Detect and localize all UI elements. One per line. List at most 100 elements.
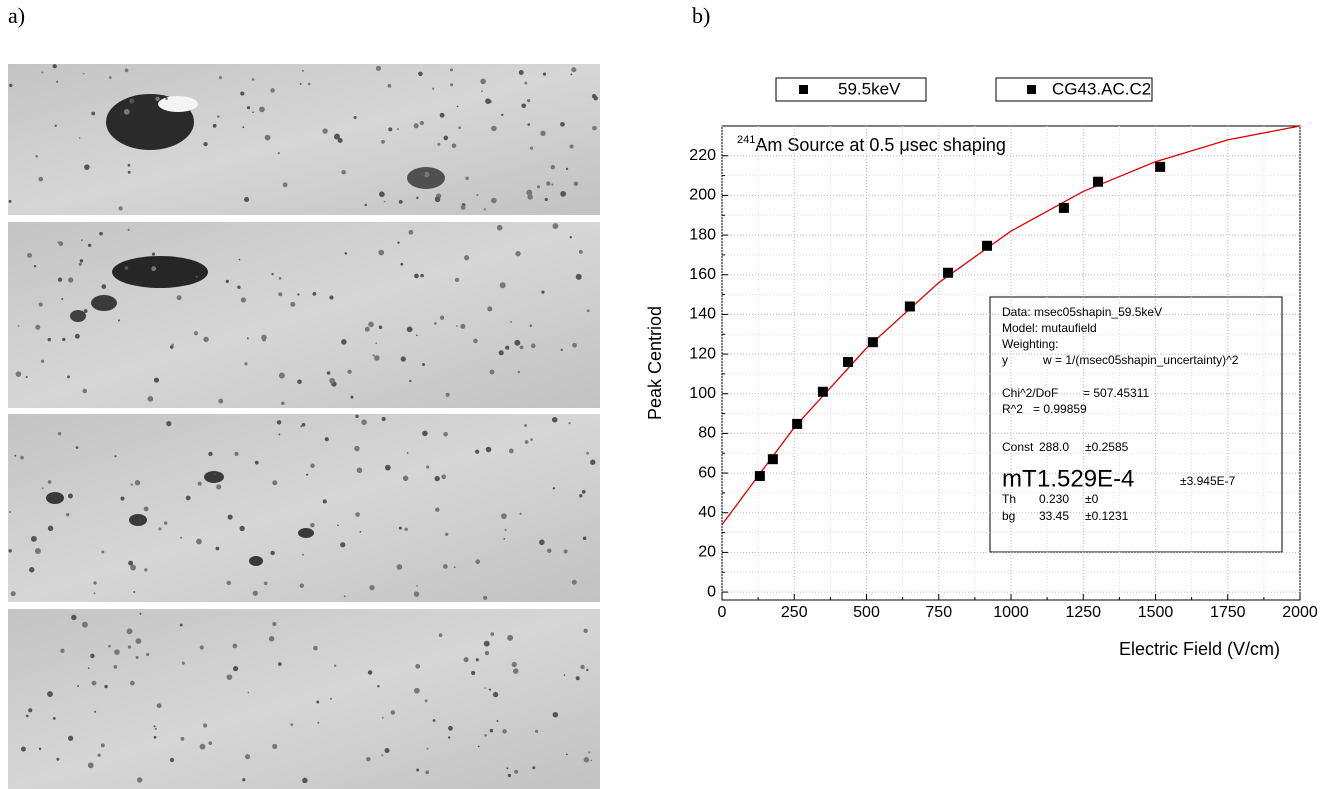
speckle [573, 181, 579, 186]
speckle [195, 275, 198, 278]
speckle [71, 614, 77, 621]
speckle [592, 125, 597, 131]
speckle [153, 377, 160, 383]
speckle [414, 273, 419, 279]
speckle [491, 197, 497, 204]
speckle [278, 292, 283, 297]
speckle [35, 154, 38, 158]
speckle [397, 241, 400, 244]
speckle [455, 325, 458, 327]
speckle [475, 449, 480, 454]
speckle [277, 152, 280, 155]
speckle [406, 326, 413, 333]
speckle [317, 721, 320, 724]
speckle [398, 526, 402, 530]
speckle [153, 735, 157, 739]
speckle [458, 126, 462, 130]
speckle [278, 277, 282, 280]
speckle [35, 324, 41, 330]
speckle [515, 250, 521, 257]
speckle [10, 591, 16, 597]
speckle [588, 751, 591, 754]
speckle [511, 661, 517, 668]
point [982, 240, 993, 251]
speckle [501, 513, 507, 519]
speckle [512, 668, 519, 674]
speckle [154, 727, 158, 731]
speckle [310, 463, 315, 468]
speckle [28, 708, 33, 713]
speckle [418, 71, 423, 77]
speckle [450, 68, 453, 72]
speckle [505, 345, 510, 350]
speckle [437, 142, 441, 146]
speckle [84, 164, 90, 170]
speckle [127, 228, 130, 232]
speckle [456, 105, 459, 108]
speckle [312, 291, 317, 296]
speckle [527, 123, 531, 126]
speckle [550, 164, 556, 170]
speckle [447, 736, 451, 739]
photo [8, 64, 600, 215]
speckle [57, 277, 63, 282]
point [1155, 161, 1166, 172]
legend-marker [799, 85, 808, 94]
speckle [57, 241, 60, 244]
photo [8, 609, 600, 789]
speckle [52, 64, 57, 69]
y-tick-label: 0 [707, 583, 716, 600]
speckle [420, 171, 426, 176]
speckle [67, 493, 73, 499]
speckle [196, 538, 202, 545]
speckle [47, 337, 52, 342]
bubble [129, 514, 147, 526]
speckle [563, 674, 566, 676]
speckle [415, 663, 421, 669]
fit-stat-label: R^2 [1002, 402, 1023, 416]
speckle [532, 766, 536, 770]
speckle [454, 277, 460, 283]
speckle [419, 120, 424, 126]
speckle [347, 369, 352, 374]
speckle [203, 336, 209, 343]
speckle [118, 206, 123, 211]
point [904, 301, 915, 312]
speckle [225, 279, 229, 284]
speckle [41, 487, 44, 490]
speckle [527, 98, 531, 103]
speckle [484, 650, 490, 656]
speckle [91, 111, 96, 116]
speckle [129, 98, 135, 104]
bubble [70, 310, 86, 322]
fit-param-name: Th [1002, 492, 1016, 506]
speckle [441, 474, 447, 480]
speckle [290, 723, 294, 727]
speckle [144, 568, 148, 572]
speckle [337, 524, 339, 527]
fit-param-error: ±3.945E-7 [1180, 474, 1236, 488]
speckle [202, 723, 208, 728]
speckle [127, 170, 131, 174]
speckle [438, 633, 443, 637]
speckle [575, 273, 582, 280]
speckle [484, 733, 487, 737]
speckle [507, 773, 512, 778]
speckle [9, 83, 13, 88]
speckle [581, 489, 586, 494]
speckle [17, 325, 20, 327]
speckle [203, 142, 208, 147]
fit-curve [722, 126, 1300, 526]
speckle [40, 359, 45, 363]
speckle [443, 431, 448, 437]
speckle [514, 769, 519, 774]
speckle [166, 421, 172, 427]
x-tick-label: 750 [925, 604, 952, 621]
speckle [540, 130, 546, 137]
speckle [375, 342, 378, 345]
fit-box-line: Model: mutaufield [1002, 321, 1097, 335]
y-tick-label: 160 [689, 266, 716, 283]
x-tick-label: 250 [781, 604, 808, 621]
speckle [353, 116, 357, 120]
speckle [208, 741, 213, 746]
